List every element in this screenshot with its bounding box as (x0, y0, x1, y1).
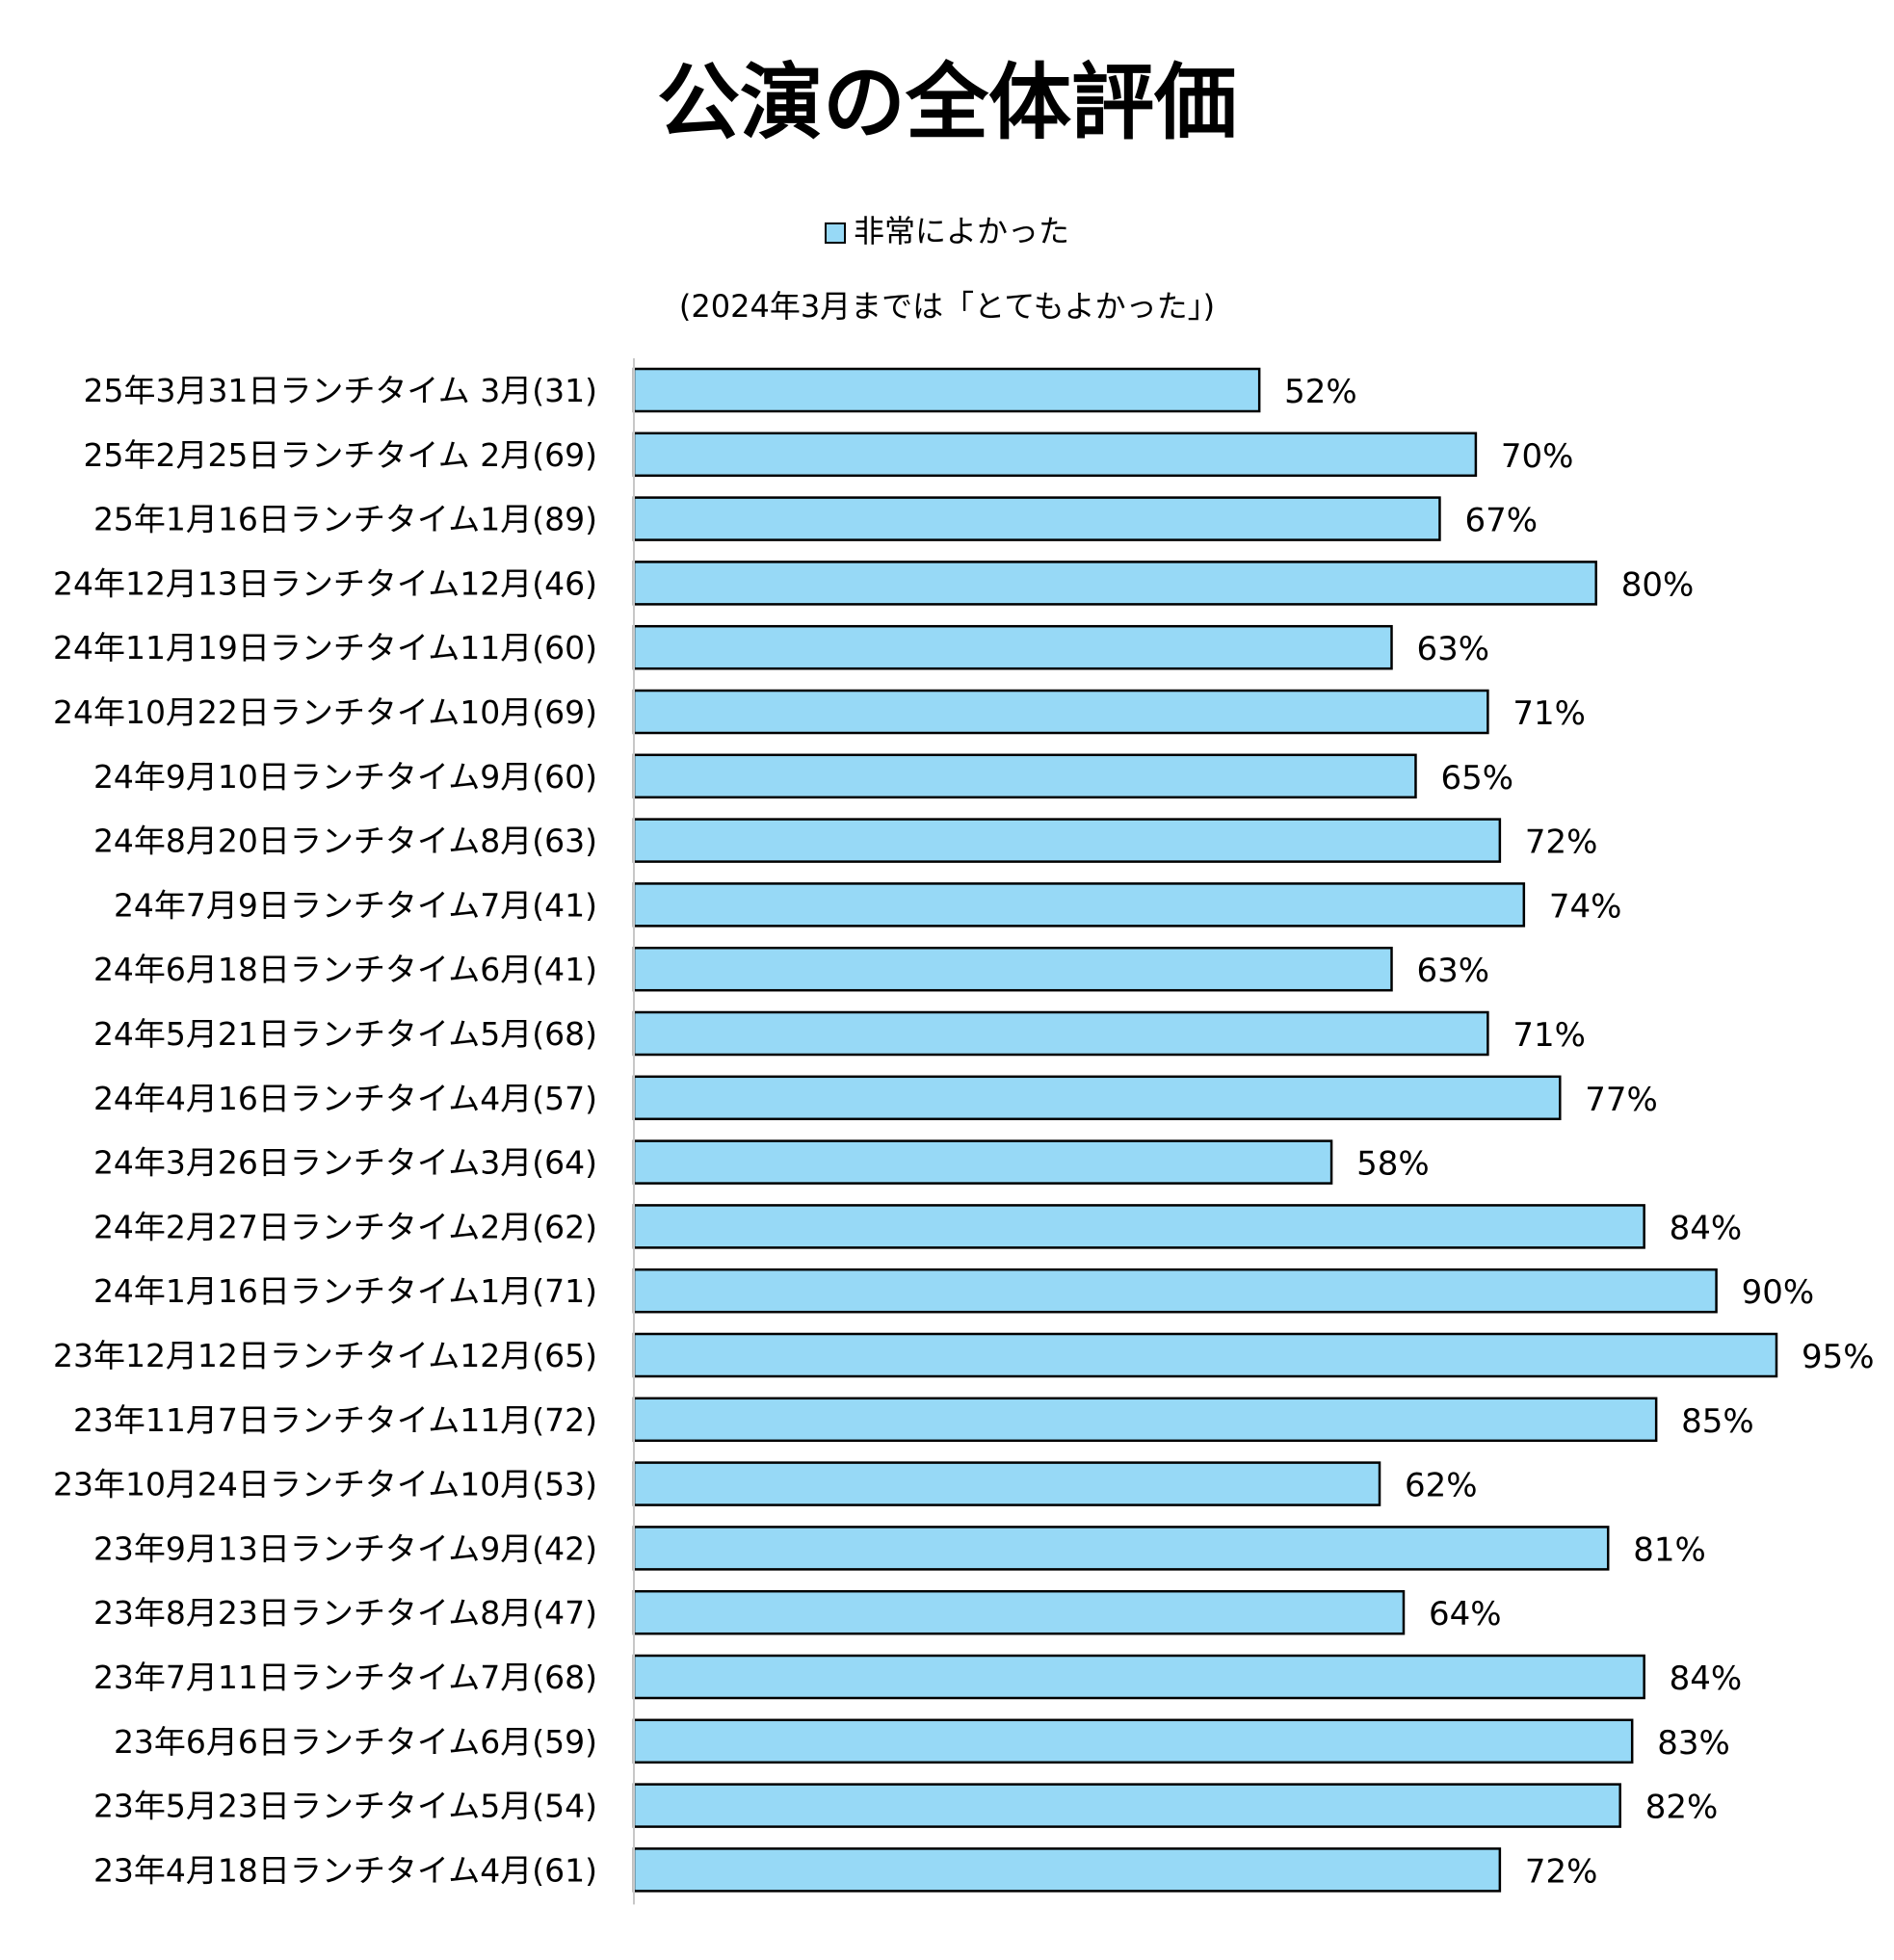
category-label: 24年9月10日ランチタイム9月(60) (93, 758, 597, 796)
category-label: 24年8月20日ランチタイム8月(63) (93, 823, 597, 860)
category-label: 23年6月6日ランチタイム6月(59) (114, 1723, 597, 1761)
category-label: 23年10月24日ランチタイム10月(53) (53, 1466, 597, 1503)
category-label: 23年7月11日ランチタイム7月(68) (93, 1659, 597, 1696)
data-label: 80% (1621, 565, 1695, 604)
category-label: 23年5月23日ランチタイム5月(54) (93, 1788, 597, 1825)
data-label: 67% (1464, 502, 1538, 540)
category-label: 24年7月9日ランチタイム7月(41) (114, 886, 597, 924)
bar (632, 1589, 1406, 1635)
category-label: 24年11月19日ランチタイム11月(60) (53, 629, 597, 666)
bar (632, 1847, 1502, 1893)
data-label: 74% (1549, 887, 1622, 926)
category-label: 25年1月16日ランチタイム1月(89) (93, 501, 597, 538)
bar (632, 1718, 1634, 1764)
category-label: 23年11月7日ランチタイム11月(72) (73, 1401, 597, 1439)
category-label: 24年1月16日ランチタイム1月(71) (93, 1272, 597, 1310)
bar (632, 1654, 1645, 1700)
data-label: 58% (1356, 1145, 1430, 1184)
bar (632, 1204, 1645, 1249)
category-label: 24年4月16日ランチタイム4月(57) (93, 1080, 597, 1117)
legend-label: 非常によかった (853, 213, 1069, 249)
bar (632, 1783, 1621, 1828)
category-label: 23年4月18日ランチタイム4月(61) (93, 1851, 597, 1889)
data-label: 71% (1513, 694, 1586, 733)
bar (632, 1332, 1778, 1378)
bar (632, 1526, 1610, 1571)
data-label: 95% (1802, 1338, 1875, 1376)
bar (632, 1461, 1381, 1506)
bar (632, 818, 1502, 863)
data-label: 85% (1681, 1402, 1754, 1441)
category-label: 23年9月13日ランチタイム9月(42) (93, 1529, 597, 1567)
data-label: 84% (1670, 1209, 1743, 1247)
bar (632, 431, 1478, 478)
bar (632, 1397, 1658, 1443)
bar (632, 1139, 1333, 1185)
bar (632, 689, 1489, 735)
data-label: 77% (1585, 1081, 1658, 1119)
category-label: 24年3月26日ランチタイム3月(64) (93, 1144, 597, 1182)
bar (632, 1075, 1562, 1121)
category-label: 24年10月22日ランチタイム10月(69) (53, 693, 597, 731)
bar (632, 1267, 1718, 1314)
category-label: 24年12月13日ランチタイム12月(46) (53, 564, 597, 602)
category-label: 25年2月25日ランチタイム 2月(69) (83, 436, 597, 474)
bar (632, 367, 1261, 413)
category-label: 25年3月31日ランチタイム 3月(31) (83, 372, 597, 409)
category-label: 23年8月23日ランチタイム8月(47) (93, 1594, 597, 1632)
data-label: 63% (1417, 630, 1490, 668)
bar (632, 561, 1597, 606)
legend: 非常によかった (0, 210, 1894, 252)
bar (632, 753, 1417, 799)
chart-title: 公演の全体評価 (657, 55, 1237, 151)
data-label: 64% (1429, 1595, 1502, 1633)
data-label: 62% (1405, 1467, 1478, 1505)
bar (632, 496, 1441, 541)
bar (632, 1010, 1489, 1057)
category-label: 24年2月27日ランチタイム2月(62) (93, 1208, 597, 1245)
data-label: 65% (1440, 759, 1513, 797)
data-label: 81% (1633, 1530, 1706, 1569)
category-label: 24年5月21日ランチタイム5月(68) (93, 1015, 597, 1053)
data-label: 83% (1657, 1724, 1730, 1763)
category-label: 24年6月18日ランチタイム6月(41) (93, 951, 597, 988)
bar (632, 946, 1393, 992)
chart-subtitle: (2024年3月までは「とてもよかった」) (678, 288, 1216, 325)
bar (632, 882, 1526, 928)
legend-swatch (824, 222, 846, 244)
data-label: 84% (1670, 1659, 1743, 1698)
data-label: 72% (1525, 823, 1598, 862)
bar (632, 624, 1393, 670)
data-label: 52% (1284, 373, 1357, 411)
category-label: 23年12月12日ランチタイム12月(65) (53, 1337, 597, 1374)
data-label: 72% (1525, 1852, 1598, 1891)
data-label: 70% (1501, 437, 1574, 476)
data-label: 71% (1513, 1016, 1586, 1055)
data-label: 82% (1645, 1789, 1719, 1827)
data-label: 90% (1742, 1273, 1815, 1312)
data-label: 63% (1417, 952, 1490, 990)
